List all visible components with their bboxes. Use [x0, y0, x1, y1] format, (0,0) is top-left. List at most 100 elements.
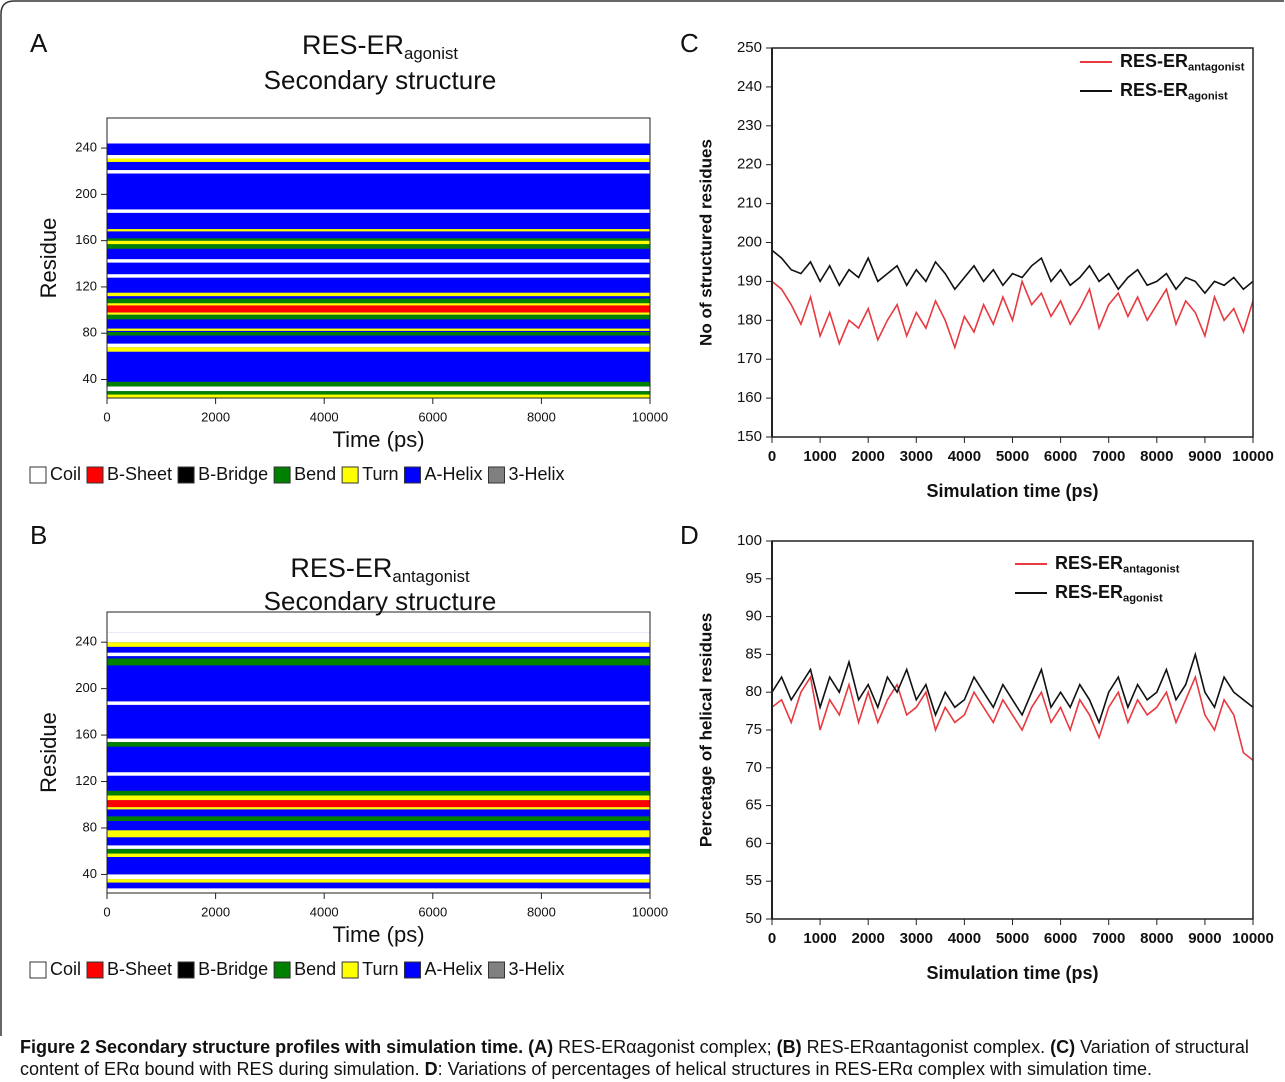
y-tick-label: 160 — [75, 727, 97, 742]
structure-band — [107, 259, 650, 263]
label-subscript: agonist — [1123, 592, 1163, 604]
structure-band — [107, 381, 650, 387]
label: RES-ERagonist — [1120, 80, 1228, 103]
x-tick-label: 8000 — [527, 904, 556, 919]
panel-label: C — [680, 28, 699, 58]
structure-band — [107, 772, 650, 776]
x-tick-label: 3000 — [900, 930, 933, 947]
x-tick-label: 4000 — [310, 409, 339, 424]
legend-label: 3-Helix — [509, 959, 565, 979]
x-tick-label: 6000 — [1044, 448, 1077, 465]
y-axis-label: No of structured residues — [696, 139, 715, 346]
label: RES-ERagonist — [1055, 582, 1163, 605]
y-tick-label: 85 — [745, 645, 762, 662]
y-tick-label: 120 — [75, 773, 97, 788]
x-axis-label: Simulation time (ps) — [926, 963, 1098, 983]
structure-band — [107, 807, 650, 810]
label: RES-ERantagonist — [290, 553, 470, 586]
structure-band — [107, 848, 650, 854]
structure-band — [107, 298, 650, 304]
legend-label: Bend — [294, 959, 336, 979]
structure-band — [107, 701, 650, 705]
legend-label: A-Helix — [424, 464, 482, 484]
legend-swatch — [29, 466, 47, 484]
y-tick-label: 200 — [75, 186, 97, 201]
x-tick-label: 1000 — [803, 930, 836, 947]
x-tick-label: 0 — [103, 409, 110, 424]
legend-label: B-Sheet — [107, 464, 172, 484]
y-tick-label: 60 — [745, 834, 762, 851]
y-tick-label: 200 — [737, 233, 762, 250]
structure-band — [107, 118, 650, 144]
caption-run: RES-ERαagonist complex; — [553, 1037, 777, 1057]
y-tick-label: 65 — [745, 797, 762, 814]
legend-swatch — [403, 961, 421, 979]
y-tick-label: 40 — [83, 866, 97, 881]
structure-band — [107, 879, 650, 883]
legend-swatch — [273, 961, 291, 979]
plot-frame — [106, 611, 651, 894]
structure-band — [107, 795, 650, 801]
series-line — [771, 278, 1254, 351]
x-axis-label: Time (ps) — [332, 427, 424, 452]
x-tick-label: 0 — [103, 904, 110, 919]
legend-label: Turn — [362, 959, 398, 979]
legend-label: Coil — [50, 959, 81, 979]
structure-band — [107, 845, 650, 849]
structure-band — [107, 391, 650, 395]
x-axis-label: Time (ps) — [332, 922, 424, 947]
caption-run: : Variations of percentages of helical s… — [437, 1059, 1152, 1079]
structure-band — [107, 816, 650, 822]
caption-run: RES-ERαantagonist complex. — [801, 1037, 1051, 1057]
x-tick-label: 8000 — [1140, 448, 1173, 465]
legend-label: Bend — [294, 464, 336, 484]
x-tick-label: 4000 — [310, 904, 339, 919]
label-main: RES-ER — [1055, 582, 1123, 602]
legend-swatch — [488, 961, 505, 979]
structure-band — [107, 303, 650, 306]
x-tick-label: 9000 — [1188, 930, 1221, 947]
structure-band — [107, 170, 650, 174]
structure-band — [107, 240, 650, 245]
label-main: RES-ER — [290, 553, 392, 583]
plot-frame — [771, 540, 1254, 920]
structure-band — [107, 830, 650, 838]
structure-band — [107, 347, 650, 352]
x-tick-label: 4000 — [948, 930, 981, 947]
legend-label: A-Helix — [424, 959, 482, 979]
legend-label: B-Bridge — [198, 464, 268, 484]
structure-band — [107, 238, 650, 241]
y-tick-label: 240 — [75, 634, 97, 649]
structure-band — [107, 332, 650, 336]
label-subscript: agonist — [404, 45, 458, 64]
x-tick-label: 5000 — [996, 930, 1029, 947]
label-main: RES-ER — [1120, 80, 1188, 100]
label-subscript: antagonist — [1123, 563, 1180, 575]
x-tick-label: 8000 — [527, 409, 556, 424]
series-line — [771, 674, 1254, 761]
series-line — [771, 651, 1254, 725]
x-tick-label: 5000 — [996, 448, 1029, 465]
x-axis-label: Simulation time (ps) — [926, 481, 1098, 501]
y-tick-label: 210 — [737, 195, 762, 212]
series-line — [771, 249, 1254, 295]
y-tick-label: 170 — [737, 350, 762, 367]
x-tick-label: 10000 — [1232, 448, 1274, 465]
y-tick-label: 80 — [745, 683, 762, 700]
structure-band — [107, 790, 650, 796]
caption-run: Variation of structural content of ERα b… — [20, 1037, 1249, 1079]
y-axis-label: Residue — [36, 712, 61, 793]
legend-swatch — [488, 466, 505, 484]
plot-frame — [106, 117, 651, 399]
y-tick-label: 50 — [745, 910, 762, 927]
caption-run: Figure 2 Secondary structure profiles wi… — [20, 1037, 524, 1057]
structure-band — [107, 394, 650, 398]
x-tick-label: 6000 — [418, 904, 447, 919]
y-tick-label: 100 — [737, 532, 762, 549]
x-tick-label: 8000 — [1140, 930, 1173, 947]
caption: Figure 2 Secondary structure profiles wi… — [20, 1036, 1265, 1080]
y-tick-label: 220 — [737, 156, 762, 173]
structure-band — [107, 742, 650, 747]
structure-band — [107, 328, 650, 331]
y-tick-label: 90 — [745, 608, 762, 625]
